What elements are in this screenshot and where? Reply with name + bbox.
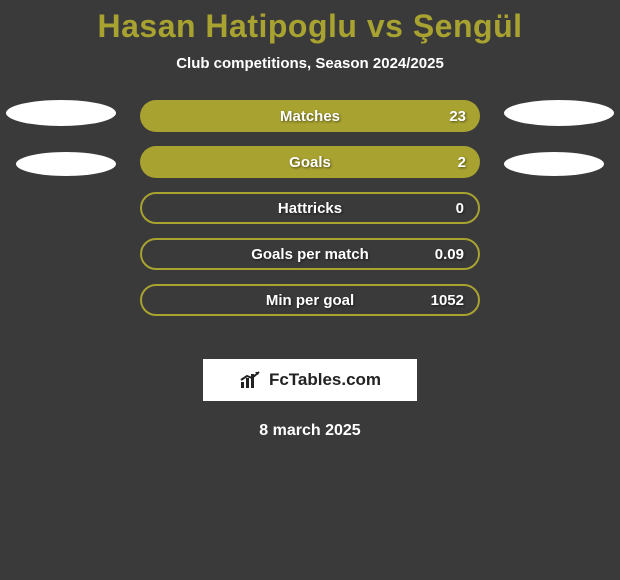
player-ellipse-right-1 — [504, 100, 614, 126]
stat-value: 0.09 — [435, 246, 464, 263]
player-ellipse-left-2 — [16, 152, 116, 176]
stat-label: Min per goal — [266, 292, 354, 309]
subtitle: Club competitions, Season 2024/2025 — [0, 55, 620, 72]
stats-area: Matches 23 Goals 2 Hattricks 0 Goals per match… — [0, 100, 620, 350]
brand-text: FcTables.com — [269, 370, 381, 390]
stat-row: Goals 2 — [140, 146, 480, 178]
stat-label: Hattricks — [278, 200, 342, 217]
comparison-infographic: Hasan Hatipoglu vs Şengül Club competiti… — [0, 0, 620, 580]
player-ellipse-left-1 — [6, 100, 116, 126]
stat-value: 2 — [458, 154, 466, 171]
stat-value: 1052 — [431, 292, 464, 309]
stat-row: Hattricks 0 — [140, 192, 480, 224]
brand-box: FcTables.com — [202, 358, 418, 402]
stat-label: Goals — [289, 154, 331, 171]
stat-bars: Matches 23 Goals 2 Hattricks 0 Goals per match… — [140, 100, 480, 316]
stat-row: Min per goal 1052 — [140, 284, 480, 316]
date-text: 8 march 2025 — [0, 422, 620, 440]
stat-label: Matches — [280, 108, 340, 125]
stat-row: Matches 23 — [140, 100, 480, 132]
stat-row: Goals per match 0.09 — [140, 238, 480, 270]
player-ellipse-right-2 — [504, 152, 604, 176]
stat-value: 23 — [449, 108, 466, 125]
stat-label: Goals per match — [251, 246, 369, 263]
stat-value: 0 — [456, 200, 464, 217]
chart-icon — [239, 370, 263, 390]
page-title: Hasan Hatipoglu vs Şengül — [0, 8, 620, 45]
